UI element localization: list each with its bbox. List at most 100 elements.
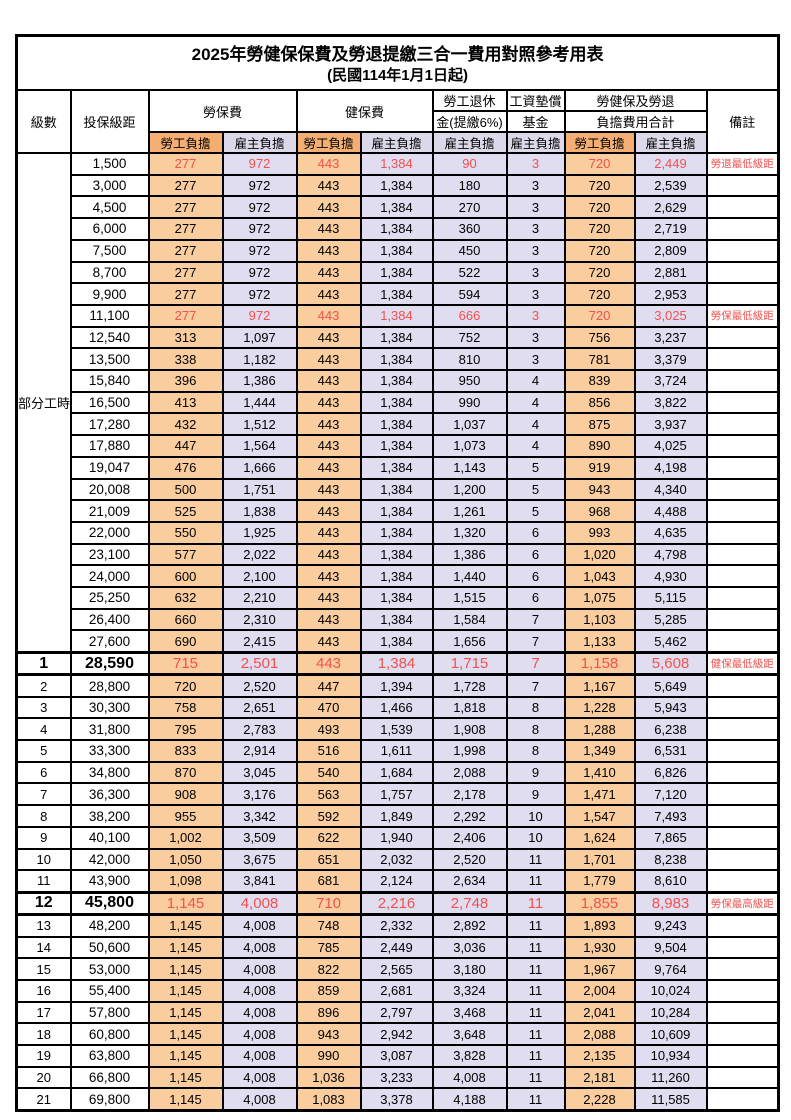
value-cell: 2,415 bbox=[221, 629, 298, 654]
value-cell: 4 bbox=[505, 412, 566, 437]
table-row: 14 50,600 1,145 4,008 785 2,449 3,036 11 1,930 9,… bbox=[15, 935, 780, 960]
value-cell: 2,124 bbox=[359, 869, 434, 893]
table-row: 2 28,800 720 2,520 447 1,394 1,728 7 1,167 5,649 bbox=[15, 673, 780, 698]
value-cell: 443 bbox=[295, 477, 362, 502]
note-cell bbox=[705, 260, 780, 285]
value-cell: 720 bbox=[563, 282, 636, 306]
value-cell: 3,087 bbox=[359, 1044, 434, 1068]
note-cell bbox=[705, 477, 780, 502]
value-cell: 4,198 bbox=[633, 455, 708, 480]
value-cell: 277 bbox=[147, 260, 224, 285]
note-cell bbox=[705, 1000, 780, 1025]
salary-cell: 66,800 bbox=[69, 1065, 150, 1090]
table-row: 15,840 396 1,386 443 1,384 950 4 839 3,724 bbox=[17, 369, 780, 393]
level-cell: 1 bbox=[15, 650, 72, 677]
value-cell: 781 bbox=[563, 347, 636, 372]
value-cell: 313 bbox=[147, 325, 224, 350]
value-cell: 3 bbox=[505, 152, 566, 176]
value-cell: 4,008 bbox=[221, 1087, 298, 1112]
value-cell: 11 bbox=[505, 1000, 566, 1025]
table-row: 24,000 600 2,100 443 1,384 1,440 6 1,043 4,930 bbox=[17, 564, 780, 589]
value-cell: 443 bbox=[295, 173, 362, 198]
value-cell: 592 bbox=[295, 804, 362, 828]
value-cell: 540 bbox=[295, 760, 362, 785]
value-cell: 577 bbox=[147, 542, 224, 567]
value-cell: 3 bbox=[505, 347, 566, 372]
col-header-wage-fund-line2: 基金 bbox=[505, 110, 566, 133]
table-body: 部分工時 1,500 277 972 443 1,384 90 3 720 2,449 勞退最低級距… bbox=[15, 151, 780, 1112]
note-cell bbox=[705, 717, 780, 742]
subheader-pension-employer: 雇主負擔 bbox=[431, 131, 508, 154]
value-cell: 1,386 bbox=[431, 542, 508, 567]
value-cell: 810 bbox=[431, 347, 508, 372]
value-cell: 11 bbox=[505, 913, 566, 938]
value-cell: 710 bbox=[295, 890, 362, 917]
value-cell: 7 bbox=[505, 629, 566, 654]
value-cell: 2,292 bbox=[431, 804, 508, 828]
salary-cell: 20,008 bbox=[69, 477, 150, 502]
value-cell: 443 bbox=[295, 152, 362, 176]
value-cell: 1,751 bbox=[221, 477, 298, 502]
value-cell: 1,893 bbox=[563, 913, 636, 938]
note-cell bbox=[705, 390, 780, 415]
table-row: 20,008 500 1,751 443 1,384 1,200 5 943 4,340 bbox=[17, 477, 780, 502]
table-row: 12,540 313 1,097 443 1,384 752 3 756 3,237 bbox=[17, 325, 780, 350]
value-cell: 972 bbox=[221, 195, 298, 220]
value-cell: 2,088 bbox=[563, 1022, 636, 1047]
value-cell: 785 bbox=[295, 935, 362, 960]
value-cell: 11,260 bbox=[633, 1065, 708, 1090]
fee-reference-sheet: 2025年勞健保保費及勞退提繳三合一費用對照參考用表 (民國114年1月1日起)… bbox=[15, 34, 781, 1112]
value-cell: 2,100 bbox=[221, 564, 298, 589]
value-cell: 1,083 bbox=[295, 1087, 362, 1112]
value-cell: 1,611 bbox=[359, 739, 434, 763]
value-cell: 632 bbox=[147, 586, 224, 610]
salary-cell: 4,500 bbox=[69, 195, 150, 220]
note-cell bbox=[705, 1022, 780, 1047]
subheader-health-employer: 雇主負擔 bbox=[359, 131, 434, 154]
note-cell bbox=[705, 673, 780, 698]
value-cell: 8,983 bbox=[633, 890, 708, 917]
note-cell bbox=[705, 1044, 780, 1068]
value-cell: 1,158 bbox=[563, 650, 636, 677]
col-header-wage-fund-line1: 工資墊償 bbox=[505, 89, 566, 112]
value-cell: 450 bbox=[431, 238, 508, 263]
value-cell: 1,020 bbox=[563, 542, 636, 567]
value-cell: 2,797 bbox=[359, 1000, 434, 1025]
table-row: 16 55,400 1,145 4,008 859 2,681 3,324 11 2,004 10… bbox=[15, 978, 780, 1003]
value-cell: 1,384 bbox=[359, 499, 434, 523]
table-row: 25,250 632 2,210 443 1,384 1,515 6 1,075 5,115 bbox=[17, 586, 780, 610]
level-cell: 12 bbox=[15, 890, 72, 917]
value-cell: 756 bbox=[563, 325, 636, 350]
salary-cell: 23,100 bbox=[69, 542, 150, 567]
value-cell: 432 bbox=[147, 412, 224, 437]
value-cell: 2,004 bbox=[563, 978, 636, 1003]
note-cell bbox=[705, 217, 780, 241]
value-cell: 1,145 bbox=[147, 935, 224, 960]
value-cell: 5,649 bbox=[633, 673, 708, 698]
note-cell bbox=[705, 412, 780, 437]
note-cell bbox=[705, 739, 780, 763]
value-cell: 1,930 bbox=[563, 935, 636, 960]
value-cell: 1,384 bbox=[359, 152, 434, 176]
value-cell: 748 bbox=[295, 913, 362, 938]
value-cell: 720 bbox=[563, 152, 636, 176]
value-cell: 1,384 bbox=[359, 390, 434, 415]
value-cell: 443 bbox=[295, 650, 362, 677]
level-cell: 11 bbox=[15, 869, 72, 893]
level-cell: 3 bbox=[15, 695, 72, 720]
salary-cell: 34,800 bbox=[69, 760, 150, 785]
value-cell: 1,182 bbox=[221, 347, 298, 372]
value-cell: 3,025 bbox=[633, 303, 708, 328]
value-cell: 3,180 bbox=[431, 957, 508, 981]
salary-cell: 21,009 bbox=[69, 499, 150, 523]
value-cell: 11 bbox=[505, 935, 566, 960]
value-cell: 2,332 bbox=[359, 913, 434, 938]
value-cell: 2,953 bbox=[633, 282, 708, 306]
value-cell: 908 bbox=[147, 782, 224, 807]
level-cell: 7 bbox=[15, 782, 72, 807]
salary-cell: 12,540 bbox=[69, 325, 150, 350]
level-cell: 6 bbox=[15, 760, 72, 785]
value-cell: 1,512 bbox=[221, 412, 298, 437]
value-cell: 1,666 bbox=[221, 455, 298, 480]
value-cell: 180 bbox=[431, 173, 508, 198]
